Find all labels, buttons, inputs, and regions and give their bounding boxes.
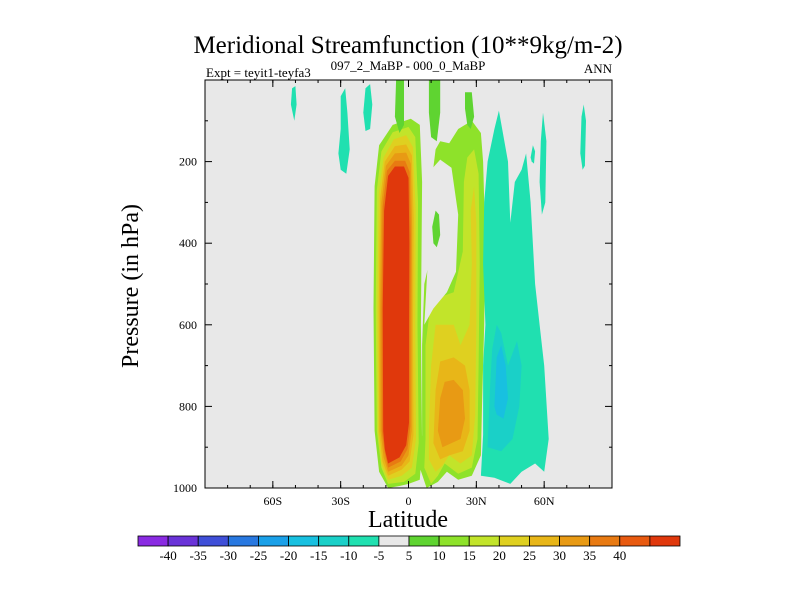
colorbar-swatch (438, 535, 470, 547)
colorbar-label: -5 (373, 548, 384, 563)
colorbar-swatch (318, 535, 350, 547)
contour-upper-white-gap-fill (432, 210, 441, 248)
colorbar-swatch (408, 535, 440, 547)
colorbar-label: -40 (159, 548, 176, 563)
contour-upper-white-gap (424, 159, 459, 325)
period-label: 097_2_MaBP - 000_0_MaBP (331, 58, 486, 73)
contour-northern-teal-streak-c (530, 145, 536, 164)
colorbar-swatch (258, 535, 289, 547)
colorbar-label: 35 (583, 548, 596, 563)
colorbar-swatch (559, 535, 591, 547)
colorbar-label: 5 (406, 548, 413, 563)
y-tick-label: 400 (179, 236, 197, 250)
colorbar-swatch (529, 535, 560, 547)
x-tick-label: 60N (534, 494, 555, 508)
y-tick-label: 1000 (173, 481, 197, 495)
y-axis-ticks: 200 400 600 800 1000 (173, 120, 612, 495)
plot-area: 60S 30S 0 30N 60N 200 400 600 800 1000 (173, 79, 613, 508)
colorbar-swatch (348, 535, 380, 547)
colorbar-swatch (589, 535, 621, 547)
colorbar-label: -35 (190, 548, 207, 563)
chart-title: Meridional Streamfunction (10**9kg/m-2) (193, 32, 622, 59)
colorbar-label: 40 (613, 548, 626, 563)
colorbar-swatch (378, 535, 410, 547)
contour-northern-core-30 (437, 379, 465, 448)
x-axis-label: Latitude (368, 507, 448, 533)
colorbar-swatch (137, 535, 169, 547)
colorbar-label: -25 (250, 548, 267, 563)
contour-southern-cell-40 (382, 166, 410, 464)
colorbar-swatch (649, 535, 681, 547)
x-tick-label: 60S (263, 494, 282, 508)
x-tick-label: 30N (466, 494, 487, 508)
contour-green-streak-cap (465, 92, 475, 129)
colorbar-swatch (167, 535, 199, 547)
x-tick-label: 30S (331, 494, 350, 508)
colorbar-label: -10 (340, 548, 357, 563)
colorbar-label: -20 (280, 548, 297, 563)
contour-teal-band-core (494, 345, 508, 419)
colorbar-label: 20 (493, 548, 506, 563)
contour-northern-teal-streak-b (580, 104, 586, 170)
season-label: ANN (584, 61, 613, 76)
colorbar-label: -15 (310, 548, 327, 563)
colorbar-swatch (468, 535, 500, 547)
colorbar-swatch (619, 535, 651, 547)
contour-green-streak-top-right (428, 80, 441, 142)
colorbar-swatch (197, 535, 229, 547)
y-tick-label: 600 (179, 318, 197, 332)
colorbar: -40 -35 -30 -25 -20 -15 -10 -5 5 10 15 20 25 30 35 40 (137, 535, 681, 563)
x-axis-ticks: 60S 30S 0 30N 60N (227, 80, 590, 508)
y-tick-label: 200 (179, 155, 197, 169)
colorbar-label: 15 (463, 548, 476, 563)
experiment-label: Expt = teyit1-teyfa3 (206, 65, 311, 80)
colorbar-label: 30 (553, 548, 566, 563)
x-tick-label: 0 (406, 494, 412, 508)
y-axis-label: Pressure (in hPa) (118, 204, 144, 368)
y-tick-label: 800 (179, 399, 197, 413)
contour-upper-tropo-band-b (338, 88, 350, 174)
contour-fills (290, 80, 586, 489)
colorbar-label: 25 (523, 548, 536, 563)
colorbar-swatch (288, 535, 320, 547)
contour-upper-tropo-band-a (290, 86, 297, 121)
colorbar-swatch (227, 535, 259, 547)
colorbar-label: -30 (220, 548, 237, 563)
contour-green-streak-left (394, 80, 404, 133)
colorbar-label: 10 (433, 548, 446, 563)
contour-northern-teal-streak-a (539, 112, 547, 215)
contour-upper-tropo-band-c (363, 84, 373, 131)
colorbar-swatch (498, 535, 530, 547)
